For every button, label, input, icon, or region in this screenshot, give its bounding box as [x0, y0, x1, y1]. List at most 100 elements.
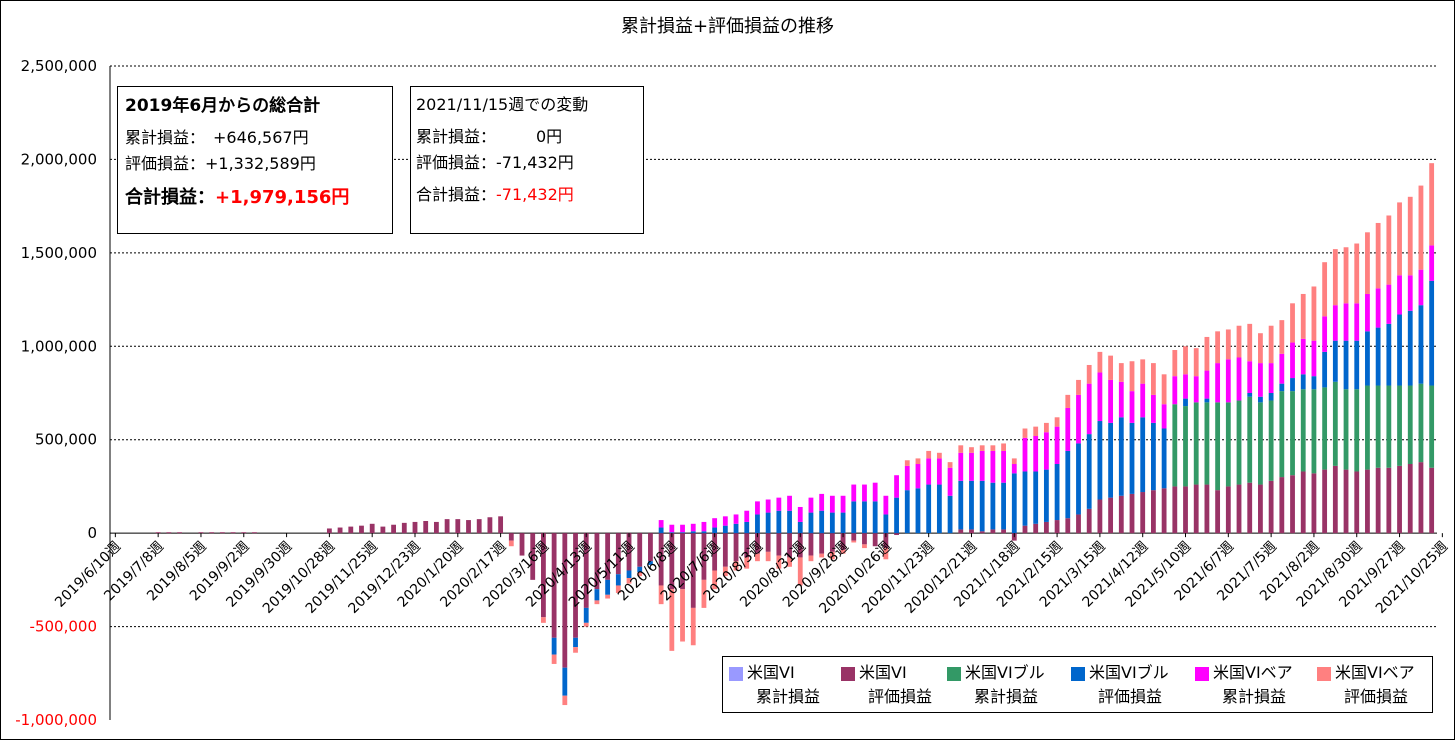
legend-swatch [841, 667, 855, 681]
bar-segment [380, 526, 386, 534]
bar-segment [1258, 396, 1263, 403]
bar-segment [1204, 398, 1210, 403]
bar-segment [765, 533, 771, 552]
bar-segment [519, 533, 525, 556]
bar-segment [936, 452, 942, 459]
bar-segment [797, 506, 803, 522]
bar-segment [1418, 462, 1424, 534]
bar-segment [787, 495, 792, 511]
bar-segment [894, 533, 899, 536]
bar-segment [712, 527, 718, 534]
bar-segment [979, 445, 985, 451]
bar-segment [787, 557, 792, 567]
bar-segment [1183, 486, 1188, 534]
bar-segment [1225, 402, 1231, 487]
bar-segment [1150, 394, 1156, 423]
bar-segment [872, 482, 878, 502]
bar-segment [1354, 340, 1360, 390]
bar-segment [1247, 482, 1253, 534]
bar-segment [1407, 310, 1413, 386]
bar-segment [1268, 393, 1274, 401]
bar-segment [1397, 202, 1402, 276]
bar-segment [1279, 353, 1285, 384]
bar-segment [680, 533, 685, 590]
bar-segment [1300, 389, 1306, 472]
bar-segment [1236, 484, 1242, 534]
bar-segment [1300, 293, 1306, 339]
bar-segment [1343, 389, 1349, 470]
bar-segment [1076, 514, 1081, 534]
bar-segment [862, 501, 867, 534]
bar-segment [573, 533, 578, 638]
bar-segment [1407, 275, 1413, 311]
bar-segment [1065, 394, 1071, 408]
bar-segment [326, 528, 332, 534]
bar-segment [1343, 340, 1349, 390]
legend-label: 評価損益 [1098, 687, 1163, 706]
bar-segment [1429, 245, 1435, 281]
bar-segment [637, 566, 643, 573]
bar-segment [904, 465, 910, 491]
bar-segment [423, 520, 429, 534]
bar-segment [1043, 469, 1049, 522]
bar-segment [1108, 355, 1114, 380]
bar-segment [1354, 471, 1360, 534]
bar-segment [1290, 475, 1295, 534]
bar-segment [690, 531, 696, 534]
bar-segment [637, 572, 643, 577]
bar-segment [915, 488, 921, 534]
bar-segment [1043, 521, 1049, 534]
bar-segment [1086, 364, 1092, 384]
bar-segment [744, 521, 750, 534]
bar-segment [1183, 346, 1188, 375]
bar-segment [669, 532, 675, 534]
bar-segment [1247, 323, 1253, 362]
bar-segment [637, 533, 643, 567]
bar-segment [797, 533, 803, 558]
bar-segment [658, 527, 664, 534]
y-tick-label: 1,000,000 [21, 337, 97, 355]
bar-segment [1129, 391, 1135, 423]
bar-segment [755, 553, 760, 562]
bar-segment [1097, 351, 1103, 373]
bar-segment [594, 589, 600, 601]
bar-segment [1332, 249, 1338, 306]
bar-segment [1140, 383, 1146, 418]
bar-segment [1108, 422, 1114, 498]
bar-segment [1322, 316, 1328, 352]
bar-segment [1043, 422, 1049, 433]
bar-segment [1001, 482, 1006, 530]
bar-segment [1118, 495, 1124, 534]
bar-segment [1215, 363, 1221, 403]
bar-segment [1386, 323, 1392, 386]
bar-segment [1054, 426, 1060, 465]
bar-segment [690, 607, 696, 646]
bar-segment [1354, 389, 1360, 472]
chart-title: 累計損益+評価損益の推移 [620, 16, 835, 37]
bar-segment [851, 501, 857, 534]
bar-segment [1332, 465, 1338, 534]
bar-segment [1268, 400, 1274, 481]
legend-label: 累計損益 [756, 687, 821, 706]
bar-segment [712, 518, 718, 528]
bar-segment [765, 551, 771, 562]
bar-segment [1365, 232, 1370, 294]
bar-segment [1397, 314, 1402, 386]
bar-segment [947, 467, 953, 496]
bar-segment [1236, 357, 1242, 401]
bar-segment [969, 529, 974, 534]
bar-segment [829, 495, 835, 513]
bar-segment [1076, 394, 1081, 444]
bar-segment [252, 532, 257, 534]
bar-segment [1322, 469, 1328, 534]
bar-segment [883, 514, 889, 534]
bar-segment [626, 570, 632, 578]
bar-segment [958, 445, 964, 453]
bar-segment [680, 532, 685, 534]
bar-segment [615, 585, 621, 593]
bar-segment [1140, 359, 1146, 384]
bar-segment [755, 501, 760, 515]
bar-segment [840, 512, 846, 534]
bar-segment [1161, 374, 1167, 405]
bar-segment [701, 531, 707, 534]
